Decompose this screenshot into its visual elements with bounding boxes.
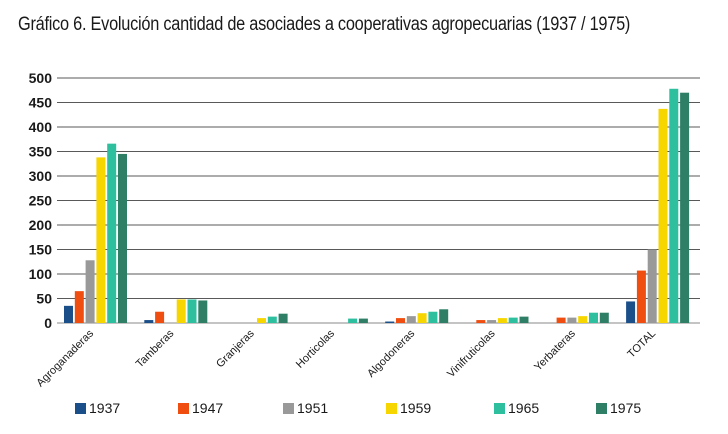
bar-total-1937 bbox=[626, 301, 636, 323]
legend-swatch bbox=[178, 402, 189, 414]
bar-tamberas-1947 bbox=[155, 311, 165, 323]
y-tick-label: 50 bbox=[36, 291, 52, 307]
bar-chart: 0 50 100 150 200 250 300 350 400 450 500 Agroganad… bbox=[29, 70, 700, 389]
bar-algodoneras-1947 bbox=[396, 318, 405, 323]
gridlines bbox=[57, 77, 700, 324]
bar-tamberas-1965 bbox=[187, 299, 197, 323]
legend-item-1975: 1975 bbox=[596, 400, 641, 416]
bar-horticolas-1965 bbox=[348, 318, 358, 323]
bar-yerbateras-1965 bbox=[589, 312, 598, 323]
bar-yerbateras-1951 bbox=[567, 317, 577, 323]
bar-granjeras-1959 bbox=[257, 318, 266, 323]
legend-swatch bbox=[596, 402, 607, 414]
legend-label: 1951 bbox=[297, 400, 329, 416]
x-tick-label: Horticolas bbox=[294, 327, 337, 370]
bar-granjeras-1975 bbox=[278, 313, 288, 323]
x-tick-label: Algodoneras bbox=[365, 327, 418, 380]
y-axis-ticks: 0 50 100 150 200 250 300 350 400 450 500 bbox=[29, 70, 53, 331]
bar-agroganaderas-1965 bbox=[107, 143, 117, 323]
bar-agroganaderas-1975 bbox=[118, 153, 127, 323]
y-tick-label: 300 bbox=[29, 168, 53, 184]
bar-agroganaderas-1959 bbox=[96, 157, 106, 323]
y-tick-label: 350 bbox=[29, 144, 53, 160]
legend-item-1959: 1959 bbox=[386, 400, 431, 416]
legend-swatch bbox=[283, 402, 294, 414]
x-tick-label: Tamberas bbox=[134, 327, 177, 370]
chart-title: Gráfico 6. Evolución cantidad de asociad… bbox=[18, 14, 631, 35]
legend-item-1937: 1937 bbox=[75, 400, 120, 416]
bar-vinifruticolas-1975 bbox=[519, 316, 529, 323]
bar-algodoneras-1937 bbox=[385, 321, 395, 323]
x-tick-label: Agroganaderas bbox=[34, 327, 96, 389]
x-axis-ticks: Agroganaderas Tamberas Granjeras Horticolas… bbox=[34, 327, 658, 389]
bar-algodoneras-1975 bbox=[439, 309, 449, 323]
legend-item-1951: 1951 bbox=[283, 400, 328, 416]
legend-swatch bbox=[75, 402, 86, 414]
bar-yerbateras-1959 bbox=[578, 316, 588, 323]
y-tick-label: 150 bbox=[29, 242, 53, 258]
legend-label: 1947 bbox=[192, 400, 224, 416]
y-tick-label: 250 bbox=[29, 193, 53, 209]
legend-label: 1937 bbox=[89, 400, 121, 416]
x-tick-label: Vinifruticolas bbox=[445, 327, 498, 380]
legend-item-1947: 1947 bbox=[178, 400, 223, 416]
bar-tamberas-1937 bbox=[144, 320, 154, 323]
bar-horticolas-1975 bbox=[358, 318, 368, 323]
bar-total-1975 bbox=[680, 92, 690, 323]
bar-agroganaderas-1947 bbox=[74, 291, 84, 323]
legend-swatch bbox=[494, 402, 505, 414]
bar-agroganaderas-1951 bbox=[85, 260, 95, 323]
bar-yerbateras-1975 bbox=[599, 312, 609, 323]
x-tick-label: TOTAL bbox=[625, 328, 658, 361]
y-tick-label: 200 bbox=[29, 217, 53, 233]
bars bbox=[64, 88, 690, 324]
legend-label: 1959 bbox=[400, 400, 432, 416]
y-tick-label: 450 bbox=[29, 95, 53, 111]
bar-vinifruticolas-1951 bbox=[487, 320, 497, 323]
bar-granjeras-1965 bbox=[267, 316, 277, 323]
x-tick-label: Granjeras bbox=[214, 327, 257, 370]
legend-item-1965: 1965 bbox=[494, 400, 539, 416]
legend-swatch bbox=[386, 402, 397, 414]
x-tick-label: Yerbateras bbox=[532, 327, 578, 373]
bar-total-1959 bbox=[658, 108, 668, 324]
bar-total-1951 bbox=[647, 249, 657, 323]
y-tick-label: 400 bbox=[29, 119, 53, 135]
bar-algodoneras-1959 bbox=[417, 313, 427, 323]
bar-vinifruticolas-1959 bbox=[497, 318, 507, 323]
legend-label: 1975 bbox=[610, 400, 642, 416]
bar-algodoneras-1951 bbox=[406, 316, 416, 323]
legend-label: 1965 bbox=[508, 400, 540, 416]
legend: 1937 1947 1951 1959 1965 1975 bbox=[0, 400, 728, 422]
y-tick-label: 100 bbox=[29, 266, 53, 282]
y-tick-label: 500 bbox=[29, 70, 53, 86]
bar-agroganaderas-1937 bbox=[64, 305, 73, 323]
bar-vinifruticolas-1947 bbox=[476, 320, 486, 323]
bar-tamberas-1975 bbox=[198, 300, 208, 323]
bar-vinifruticolas-1965 bbox=[508, 317, 518, 323]
bar-yerbateras-1947 bbox=[556, 317, 566, 323]
y-tick-label: 0 bbox=[44, 315, 52, 331]
bar-tamberas-1959 bbox=[176, 299, 186, 323]
bar-total-1965 bbox=[669, 88, 679, 323]
bar-algodoneras-1965 bbox=[428, 311, 438, 323]
bar-total-1947 bbox=[636, 270, 646, 323]
